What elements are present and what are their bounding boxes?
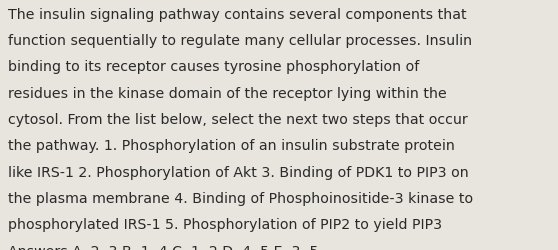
Text: function sequentially to regulate many cellular processes. Insulin: function sequentially to regulate many c… (8, 34, 473, 48)
Text: residues in the kinase domain of the receptor lying within the: residues in the kinase domain of the rec… (8, 86, 447, 100)
Text: phosphorylated IRS-1 5. Phosphorylation of PIP2 to yield PIP3: phosphorylated IRS-1 5. Phosphorylation … (8, 218, 442, 232)
Text: the pathway. 1. Phosphorylation of an insulin substrate protein: the pathway. 1. Phosphorylation of an in… (8, 139, 455, 153)
Text: cytosol. From the list below, select the next two steps that occur: cytosol. From the list below, select the… (8, 112, 468, 126)
Text: Answers A. 2, 3 B. 1, 4 C. 1, 2 D. 4, 5 E. 3, 5: Answers A. 2, 3 B. 1, 4 C. 1, 2 D. 4, 5 … (8, 244, 319, 250)
Text: The insulin signaling pathway contains several components that: The insulin signaling pathway contains s… (8, 8, 467, 22)
Text: the plasma membrane 4. Binding of Phosphoinositide-3 kinase to: the plasma membrane 4. Binding of Phosph… (8, 191, 474, 205)
Text: like IRS-1 2. Phosphorylation of Akt 3. Binding of PDK1 to PIP3 on: like IRS-1 2. Phosphorylation of Akt 3. … (8, 165, 469, 179)
Text: binding to its receptor causes tyrosine phosphorylation of: binding to its receptor causes tyrosine … (8, 60, 420, 74)
